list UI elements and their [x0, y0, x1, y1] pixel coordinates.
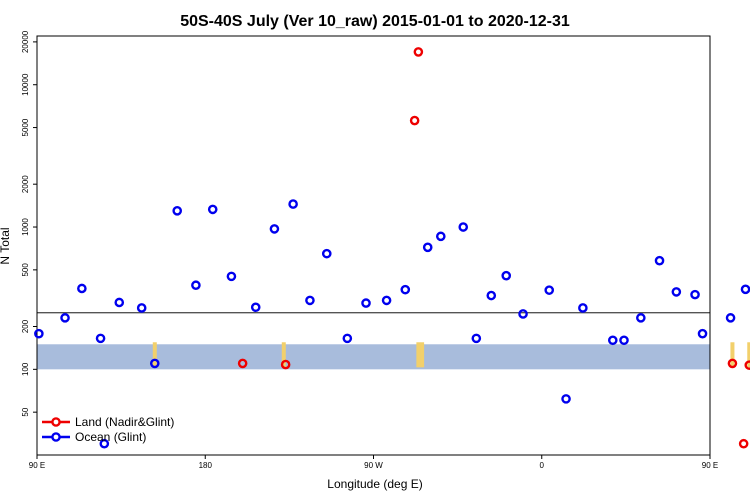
- legend: Land (Nadir&Glint)Ocean (Glint): [42, 415, 174, 444]
- ocean-point: [381, 295, 392, 306]
- ocean-point: [422, 242, 433, 253]
- ocean-point: [740, 284, 750, 295]
- ocean-point: [269, 224, 280, 234]
- ocean-point: [114, 297, 125, 308]
- ocean-point: [400, 284, 411, 295]
- y-axis-label: N Total: [0, 227, 12, 264]
- x-tick-label: 180: [199, 461, 213, 470]
- ocean-point: [725, 313, 736, 323]
- legend-entry: Land (Nadir&Glint): [75, 415, 174, 429]
- ocean-point: [578, 303, 588, 313]
- x-tick-label: 90 E: [702, 461, 718, 470]
- x-tick-label: 0: [540, 461, 545, 470]
- ocean-point: [191, 280, 201, 291]
- y-tick-label: 10000: [21, 73, 30, 96]
- land-mass: [747, 342, 750, 368]
- data-points: [34, 47, 750, 449]
- legend-entry: Ocean (Glint): [75, 430, 146, 444]
- land-mass: [152, 342, 157, 368]
- x-tick-label: 90 E: [29, 461, 45, 470]
- land-mass: [281, 342, 286, 368]
- ocean-point: [60, 313, 70, 323]
- ocean-point: [77, 283, 87, 294]
- axes: 50 100 200 500 1000 2000 5000 10000 20000 90 E 180…: [21, 30, 718, 470]
- land-point: [738, 438, 749, 449]
- y-tick-label: 1000: [21, 218, 30, 236]
- ocean-point: [95, 333, 106, 344]
- ocean-point: [561, 394, 571, 404]
- shaded-band-layer: [37, 342, 750, 370]
- y-tick-label: 2000: [21, 175, 30, 193]
- ocean-point: [690, 289, 700, 300]
- legend-marker: [51, 417, 61, 427]
- land-mass: [416, 342, 421, 368]
- ocean-point: [226, 271, 237, 282]
- ocean-point: [654, 255, 665, 266]
- ocean-point: [342, 333, 353, 344]
- ocean-point: [619, 335, 629, 346]
- land-point: [744, 360, 750, 370]
- ocean-point: [172, 206, 183, 216]
- ocean-point: [471, 333, 482, 344]
- ocean-point: [305, 295, 315, 306]
- land-point: [409, 115, 420, 126]
- x-axis-label: Longitude (deg E): [327, 477, 422, 491]
- ocean-point: [636, 313, 646, 323]
- ocean-point: [458, 222, 469, 232]
- y-tick-label: 50: [21, 407, 30, 416]
- ocean-point: [671, 287, 682, 297]
- shaded-band: [37, 344, 710, 370]
- ocean-point: [501, 270, 512, 281]
- ocean-point: [697, 328, 708, 339]
- y-tick-label: 5000: [21, 118, 30, 136]
- land-point: [727, 358, 738, 369]
- ocean-point: [149, 358, 160, 369]
- land-mass: [420, 342, 425, 368]
- ocean-point: [607, 335, 618, 346]
- plot-frame: [36, 35, 711, 456]
- land-point: [280, 359, 291, 370]
- x-tick-label: 90 W: [364, 461, 383, 470]
- land-point: [413, 47, 424, 57]
- y-tick-label: 200: [21, 319, 30, 333]
- ocean-point: [435, 231, 446, 242]
- ocean-point: [99, 438, 110, 449]
- y-tick-label: 20000: [21, 30, 30, 53]
- ocean-point: [136, 303, 147, 313]
- land-mass: [730, 342, 735, 368]
- ocean-point: [544, 285, 555, 295]
- ocean-point: [486, 290, 497, 301]
- land-point: [237, 358, 248, 369]
- ocean-point: [250, 302, 261, 313]
- ocean-point: [361, 298, 371, 308]
- y-tick-label: 100: [21, 362, 30, 376]
- y-tick-label: 500: [21, 263, 30, 277]
- ocean-point: [321, 248, 332, 259]
- ocean-point: [288, 199, 298, 209]
- ocean-point: [207, 204, 218, 215]
- legend-marker: [51, 432, 61, 442]
- ocean-point: [34, 328, 44, 339]
- chart-title: 50S-40S July (Ver 10_raw) 2015-01-01 to …: [180, 13, 570, 30]
- ocean-point: [518, 309, 528, 319]
